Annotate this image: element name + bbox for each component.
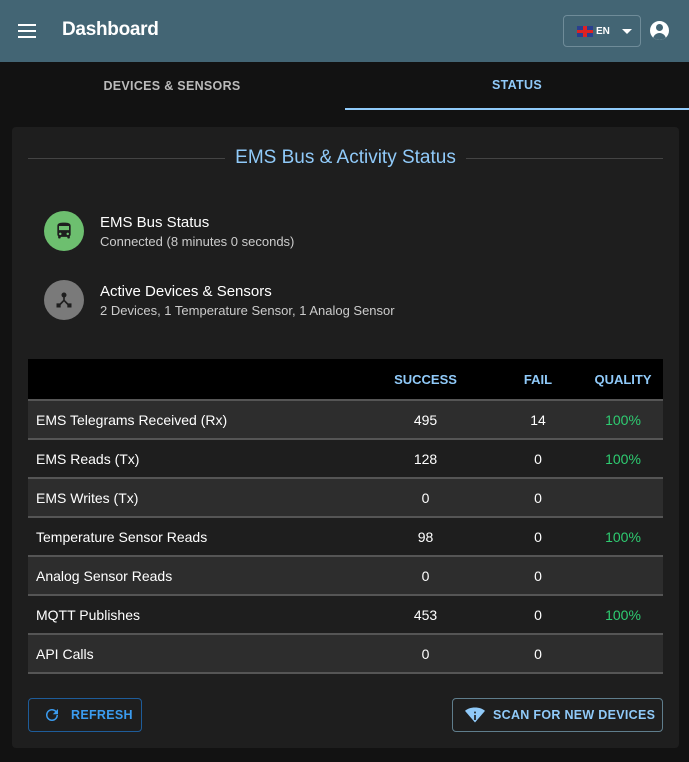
active-devices-item: Active Devices & Sensors 2 Devices, 1 Te… <box>44 280 395 320</box>
row-quality: 100% <box>583 400 663 440</box>
tab-devices-sensors[interactable]: DEVICES & SENSORS <box>103 79 241 93</box>
row-name: Temperature Sensor Reads <box>28 517 358 557</box>
table-row: EMS Writes (Tx) 0 0 <box>28 478 663 518</box>
bus-icon <box>44 211 84 251</box>
row-name: EMS Writes (Tx) <box>28 478 358 518</box>
status-card: EMS Bus & Activity Status EMS Bus Status… <box>12 127 679 748</box>
row-success: 0 <box>358 634 493 674</box>
col-fail: FAIL <box>493 359 583 401</box>
row-success: 98 <box>358 517 493 557</box>
refresh-button[interactable]: REFRESH <box>28 698 142 732</box>
account-icon[interactable] <box>650 21 669 40</box>
row-name: MQTT Publishes <box>28 595 358 635</box>
app-bar: Dashboard EN <box>0 0 689 62</box>
row-success: 0 <box>358 556 493 596</box>
section-title-text: EMS Bus & Activity Status <box>235 147 456 168</box>
stats-table: SUCCESS FAIL QUALITY EMS Telegrams Recei… <box>28 359 663 674</box>
table-row: MQTT Publishes 453 0 100% <box>28 595 663 635</box>
row-success: 128 <box>358 439 493 479</box>
col-success: SUCCESS <box>358 359 493 401</box>
row-success: 495 <box>358 400 493 440</box>
table-row: Analog Sensor Reads 0 0 <box>28 556 663 596</box>
row-name: Analog Sensor Reads <box>28 556 358 596</box>
chevron-down-icon <box>621 28 632 34</box>
ems-bus-status-item: EMS Bus Status Connected (8 minutes 0 se… <box>44 211 294 251</box>
row-fail: 0 <box>493 478 583 518</box>
refresh-icon <box>46 709 58 721</box>
row-success: 453 <box>358 595 493 635</box>
row-fail: 0 <box>493 517 583 557</box>
page-title: Dashboard <box>62 19 159 40</box>
row-name: EMS Reads (Tx) <box>28 439 358 479</box>
row-name: API Calls <box>28 634 358 674</box>
tab-bar: DEVICES & SENSORS STATUS <box>0 62 689 110</box>
active-devices-value: 2 Devices, 1 Temperature Sensor, 1 Analo… <box>100 302 395 318</box>
scan-devices-button[interactable]: SCAN FOR NEW DEVICES <box>452 698 663 732</box>
row-fail: 0 <box>493 595 583 635</box>
scan-label: SCAN FOR NEW DEVICES <box>493 708 656 722</box>
row-quality: 100% <box>583 517 663 557</box>
refresh-label: REFRESH <box>71 708 133 722</box>
uk-flag-icon <box>577 25 593 37</box>
row-fail: 0 <box>493 634 583 674</box>
col-quality: QUALITY <box>583 359 663 401</box>
active-devices-title: Active Devices & Sensors <box>100 282 272 300</box>
ems-bus-status-title: EMS Bus Status <box>100 213 210 231</box>
table-row: EMS Telegrams Received (Rx) 495 14 100% <box>28 400 663 440</box>
row-quality <box>583 556 663 596</box>
row-quality: 100% <box>583 439 663 479</box>
row-fail: 14 <box>493 400 583 440</box>
row-quality <box>583 478 663 518</box>
row-fail: 0 <box>493 556 583 596</box>
tab-status[interactable]: STATUS <box>345 62 689 110</box>
col-name <box>28 359 358 401</box>
table-row: EMS Reads (Tx) 128 0 100% <box>28 439 663 479</box>
device-hub-icon <box>44 280 84 320</box>
table-row: API Calls 0 0 <box>28 634 663 674</box>
language-label: EN <box>596 25 610 37</box>
row-name: EMS Telegrams Received (Rx) <box>28 400 358 440</box>
table-row: Temperature Sensor Reads 98 0 100% <box>28 517 663 557</box>
row-quality <box>583 634 663 674</box>
row-quality: 100% <box>583 595 663 635</box>
row-fail: 0 <box>493 439 583 479</box>
section-title: EMS Bus & Activity Status <box>28 147 664 169</box>
language-select[interactable]: EN <box>563 15 641 47</box>
row-success: 0 <box>358 478 493 518</box>
ems-bus-status-value: Connected (8 minutes 0 seconds) <box>100 233 295 249</box>
menu-icon[interactable] <box>18 24 36 38</box>
wifi-info-icon <box>465 707 485 723</box>
